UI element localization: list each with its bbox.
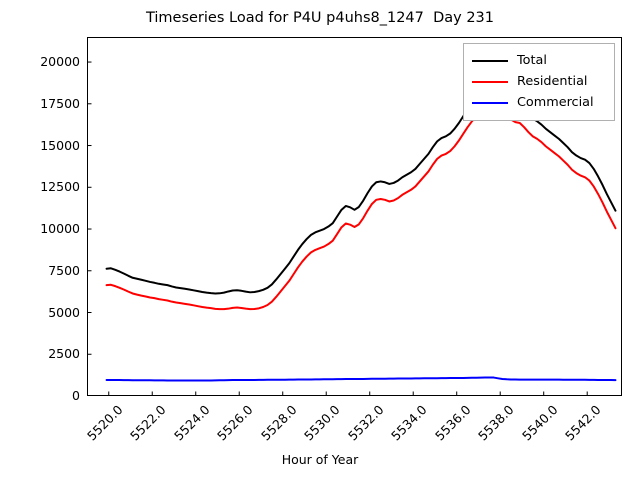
legend-label: Commercial	[517, 95, 594, 110]
y-tick-label: 10000	[40, 221, 80, 237]
x-axis-label: Hour of Year	[281, 452, 359, 467]
y-tick-label: 5000	[48, 304, 80, 320]
legend-line-swatch	[472, 80, 508, 83]
legend-label: Residential	[517, 74, 588, 89]
y-tick-label: 17500	[40, 95, 80, 111]
chart-legend: Total Residential Commercial	[463, 43, 615, 121]
y-tick-label: 12500	[40, 179, 80, 195]
legend-line-swatch	[472, 101, 508, 104]
legend-item-total[interactable]: Total	[472, 50, 606, 71]
y-tick-label: 2500	[48, 346, 80, 362]
legend-label: Total	[517, 53, 547, 68]
y-tick-label: 7500	[48, 262, 80, 278]
chart-title: Timeseries Load for P4U p4uhs8_1247 Day …	[145, 10, 495, 26]
legend-item-residential[interactable]: Residential	[472, 71, 606, 92]
series-line-residential	[105, 97, 617, 311]
series-line-commercial	[105, 376, 617, 382]
legend-item-commercial[interactable]: Commercial	[472, 92, 606, 113]
y-tick-label: 20000	[40, 54, 80, 70]
legend-line-swatch	[472, 59, 508, 62]
y-tick-label: 15000	[40, 137, 80, 153]
axis-tick-marks	[87, 61, 588, 396]
chart-figure: Timeseries Load for P4U p4uhs8_1247 Day …	[40, 10, 622, 467]
y-tick-label: 0	[72, 388, 80, 403]
